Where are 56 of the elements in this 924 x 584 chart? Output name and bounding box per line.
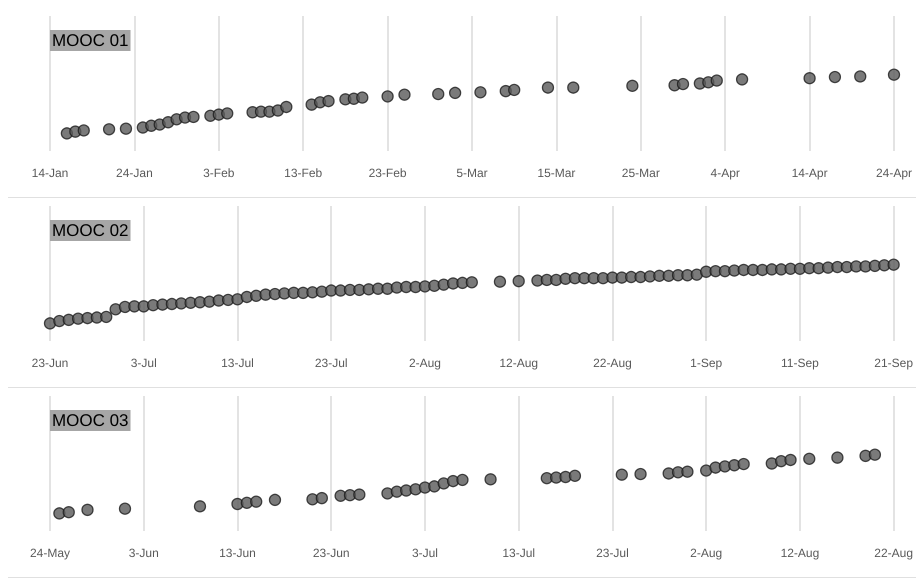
point: [568, 470, 582, 482]
point: [81, 504, 94, 516]
x-tick-label: 13-Jul: [502, 546, 536, 560]
x-tick-label: 23-Jun: [312, 546, 350, 560]
point: [250, 496, 262, 508]
point: [803, 452, 816, 465]
x-tick-label: 3-Feb: [203, 166, 235, 180]
x-tick-label: 13-Feb: [284, 166, 323, 180]
point: [438, 477, 450, 490]
x-tick-label: 15-Mar: [537, 166, 576, 180]
x-tick-label: 13-Jun: [219, 546, 256, 560]
point: [62, 506, 75, 518]
x-tick-label: 3-Jul: [412, 546, 438, 560]
chart-title: MOOC 01: [52, 31, 129, 50]
x-tick-label: 23-Feb: [368, 166, 407, 180]
x-tick-label: 3-Jul: [130, 356, 157, 370]
x-tick-label: 24-Jan: [116, 166, 153, 180]
x-tick-label: 2-Aug: [690, 546, 722, 560]
x-tick-label: 3-Jun: [128, 546, 159, 560]
chart-title: MOOC 03: [52, 411, 129, 430]
x-tick-label: 1-Sep: [690, 356, 723, 370]
x-tick-label: 21-Sep: [874, 356, 914, 370]
point: [868, 448, 882, 461]
point: [316, 492, 328, 504]
point: [268, 494, 282, 506]
chart-title: MOOC 02: [52, 221, 129, 240]
x-tick-label: 4-Apr: [710, 166, 740, 180]
point: [484, 473, 497, 486]
point: [118, 502, 132, 515]
x-tick-label: 23-Jun: [32, 356, 68, 370]
x-tick-label: 23-Jul: [596, 546, 629, 560]
x-tick-label: 14-Apr: [792, 166, 828, 180]
x-tick-label: 23-Jul: [314, 356, 348, 370]
point: [428, 480, 440, 493]
point: [634, 468, 647, 480]
x-tick-label: 13-Jul: [221, 356, 254, 370]
x-tick-label: 24-Apr: [876, 166, 912, 180]
x-tick-label: 12-Aug: [780, 546, 820, 560]
point: [831, 451, 844, 464]
x-tick-label: 22-Aug: [593, 356, 632, 370]
x-tick-label: 22-Aug: [874, 546, 914, 560]
x-tick-label: 5-Mar: [456, 166, 488, 180]
point: [681, 466, 694, 478]
point: [700, 464, 712, 477]
x-tick-label: 11-Sep: [781, 356, 820, 370]
point: [353, 488, 366, 501]
x-tick-label: 2-Aug: [408, 356, 441, 370]
x-tick-label: 25-Mar: [622, 166, 660, 180]
x-tick-label: 12-Aug: [499, 356, 538, 370]
point: [616, 468, 628, 481]
point: [738, 458, 750, 470]
point: [456, 474, 469, 486]
point: [784, 454, 797, 466]
x-tick-label: 24-May: [30, 546, 70, 560]
x-tick-label: 14-Jan: [32, 166, 68, 180]
point: [194, 500, 206, 512]
